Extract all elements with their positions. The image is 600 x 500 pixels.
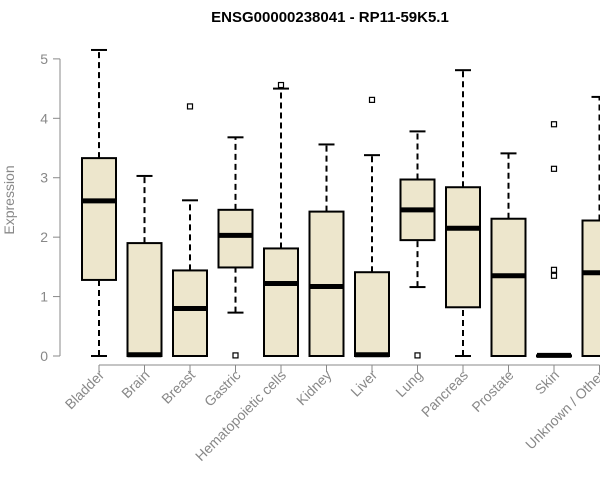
y-tick-label: 0 (40, 348, 48, 364)
box-7 (354, 96, 390, 358)
y-axis: 0 1 2 3 4 5 (40, 51, 61, 364)
box-rect (308, 210, 345, 357)
x-tick-label: Pancreas (418, 367, 471, 420)
outlier-point (550, 121, 558, 128)
y-tick-label: 2 (40, 229, 48, 245)
outlier-point (232, 352, 239, 359)
box-5 (263, 81, 299, 357)
box-rect (217, 208, 254, 269)
box-rect (172, 269, 208, 357)
x-tick-label: Hematopoietic cells (192, 367, 289, 464)
outlier-point (414, 352, 421, 359)
box-10 (490, 152, 527, 357)
outlier-point (550, 165, 558, 172)
y-tick-label: 3 (40, 170, 48, 186)
box-3 (172, 103, 208, 357)
y-tick-label: 1 (40, 289, 48, 305)
outlier-point (368, 96, 376, 103)
box-rect (263, 247, 299, 357)
x-tick-label: Liver (347, 367, 380, 400)
x-tick-label: Kidney (293, 367, 335, 409)
chart-title: ENSG00000238041 - RP11-59K5.1 (211, 9, 449, 26)
box-4 (217, 136, 254, 359)
box-2 (126, 174, 163, 358)
y-tick-label: 4 (40, 110, 48, 126)
y-tick-label: 5 (40, 51, 48, 67)
outlier-point (186, 103, 194, 110)
x-tick-label: Prostate (468, 367, 516, 415)
box-rect (354, 271, 390, 358)
outlier-point (550, 272, 558, 279)
box-rect (490, 217, 527, 357)
outlier-point (277, 81, 285, 89)
box-rect (126, 242, 163, 358)
x-tick-label: Breast (158, 367, 198, 407)
x-tick-label: Brain (118, 367, 152, 401)
x-tick-label: Lung (392, 367, 425, 400)
box-rect (581, 219, 600, 357)
box-1 (81, 48, 117, 357)
box-rect (445, 186, 481, 309)
x-tick-label: Unknown / Other (522, 367, 600, 453)
box-9 (445, 69, 481, 357)
x-tick-label: Skin (532, 367, 563, 398)
x-tick-label: Bladder (62, 367, 108, 413)
x-tick-label: Gastric (201, 367, 244, 410)
box-rect (81, 157, 117, 281)
boxes-group (81, 48, 600, 359)
box-6 (308, 143, 345, 357)
box-8 (399, 130, 436, 359)
y-axis-label: Expression (1, 165, 17, 234)
outlier-point (550, 266, 558, 273)
box-11 (536, 121, 572, 358)
box-12 (581, 95, 600, 357)
